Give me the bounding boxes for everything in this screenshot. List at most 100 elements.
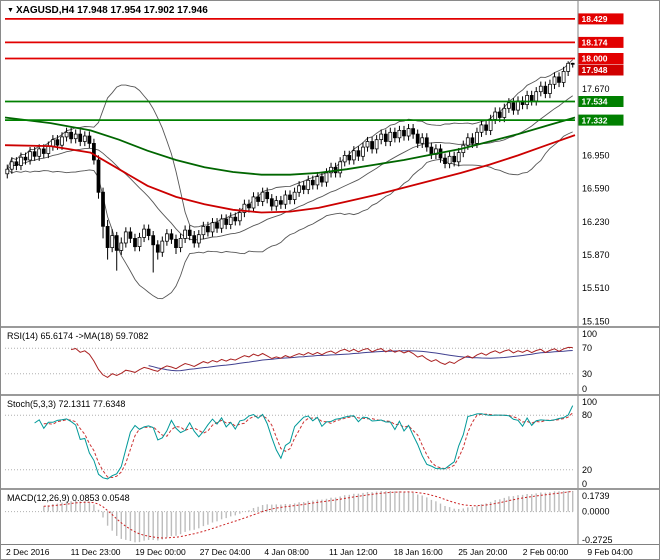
candle-body <box>351 150 356 161</box>
candle-body <box>511 102 516 111</box>
candle-body <box>538 85 543 93</box>
candle-body <box>488 119 493 131</box>
price-tick-label: 16.590 <box>582 184 610 194</box>
candle-body <box>529 95 534 102</box>
price-level-label: 17.332 <box>582 115 608 125</box>
candle-body <box>69 131 73 140</box>
panel-splitter[interactable] <box>1 488 659 490</box>
candle-body <box>105 226 110 248</box>
candle-body <box>393 131 397 139</box>
price-scale[interactable] <box>578 1 659 544</box>
candle-body <box>160 240 165 253</box>
price-level-label-box <box>578 13 624 25</box>
price-level-label: 18.174 <box>582 38 608 48</box>
candle-body <box>543 85 548 94</box>
candle-body <box>178 238 183 248</box>
candle-body <box>64 131 69 138</box>
candle-body <box>123 231 128 244</box>
candle-body <box>415 133 420 144</box>
candle-body <box>119 242 124 251</box>
stoch-main-line <box>34 405 574 480</box>
candle-body <box>128 231 133 239</box>
candle-body <box>23 156 28 161</box>
candle-body <box>443 157 447 164</box>
rsi-tick-label: 70 <box>582 343 592 353</box>
price-level-label: 18.429 <box>582 14 608 24</box>
bollinger-middle-band <box>7 95 573 241</box>
candle-body <box>484 124 488 131</box>
stoch-tick-label: 80 <box>582 410 592 420</box>
time-axis-label: 9 Feb 04:00 <box>587 547 633 557</box>
candle-body <box>224 218 229 225</box>
candle-body <box>19 156 23 166</box>
panel-splitter[interactable] <box>1 326 659 328</box>
candle-body <box>383 133 388 142</box>
price-level-label-box <box>578 53 624 64</box>
time-axis-label: 19 Dec 00:00 <box>135 547 186 557</box>
rsi-tick-label: 30 <box>582 369 592 379</box>
rsi-line <box>70 346 573 378</box>
candle-body <box>452 155 457 163</box>
candle-body <box>192 235 197 244</box>
candle-body <box>101 191 105 227</box>
candle-body <box>92 143 96 161</box>
candle-body <box>329 166 333 174</box>
stoch-tick-label: 20 <box>582 465 592 475</box>
time-axis-label: 18 Jan 16:00 <box>393 547 443 557</box>
price-level-label-box <box>578 114 624 126</box>
candle-body <box>110 235 115 248</box>
stoch-tick-label: 0 <box>582 479 587 489</box>
candle-body <box>87 135 92 144</box>
candle-body <box>470 137 475 144</box>
price-tick-label: 15.150 <box>582 316 610 326</box>
price-tick-label: 16.230 <box>582 217 610 227</box>
candle-body <box>165 233 169 242</box>
candle-body <box>342 155 347 163</box>
candle-body <box>497 111 502 118</box>
candle-body <box>46 145 51 154</box>
candle-body <box>114 235 119 251</box>
macd-signal-line <box>43 490 573 539</box>
time-axis-label: 25 Jan 20:00 <box>458 547 508 557</box>
candle-body <box>78 133 83 142</box>
candle-body <box>310 179 315 186</box>
candle-body <box>14 161 19 166</box>
panel-splitter[interactable] <box>1 394 659 396</box>
candle-body <box>356 150 361 157</box>
candle-body <box>525 95 529 105</box>
candle-body <box>424 137 429 148</box>
candle-body <box>388 131 393 142</box>
candle-body <box>265 191 270 200</box>
candle-body <box>73 133 78 140</box>
current-price-label: 17.948 <box>582 65 608 75</box>
price-tick-label: 15.870 <box>582 250 610 260</box>
time-axis-label: 4 Jan 08:00 <box>264 547 309 557</box>
time-axis[interactable]: 2 Dec 2016 11 Dec 23:00 19 Dec 00:00 27 Dec… <box>1 547 659 559</box>
bollinger-upper-band <box>6 59 574 228</box>
candle-body <box>374 139 379 150</box>
chart-title: ▼ XAGUSD,H4 17.948 17.954 17.902 17.946 <box>7 5 208 16</box>
symbol-marker-icon: ▼ <box>7 7 14 14</box>
stoch-tick-label: 100 <box>582 397 597 407</box>
candle-body <box>274 200 279 207</box>
time-axis-label: 11 Jan 12:00 <box>329 547 378 557</box>
candle-body <box>570 62 575 65</box>
candle-body <box>320 176 324 183</box>
candle-body <box>397 130 402 139</box>
candle-body <box>215 222 219 229</box>
candle-body <box>420 137 425 144</box>
time-axis-label: 2 Dec 2016 <box>6 547 50 557</box>
ma-red-line <box>4 134 576 214</box>
time-axis-label: 2 Feb 00:00 <box>522 547 569 557</box>
candle-body <box>534 91 539 102</box>
candle-body <box>347 155 352 161</box>
candle-body <box>411 128 415 135</box>
time-axis-label: 11 Dec 23:00 <box>70 547 121 557</box>
candle-body <box>379 133 384 140</box>
candle-body <box>228 216 233 225</box>
candle-body <box>256 196 260 202</box>
candle-body <box>301 185 306 190</box>
candle-body <box>402 130 406 137</box>
